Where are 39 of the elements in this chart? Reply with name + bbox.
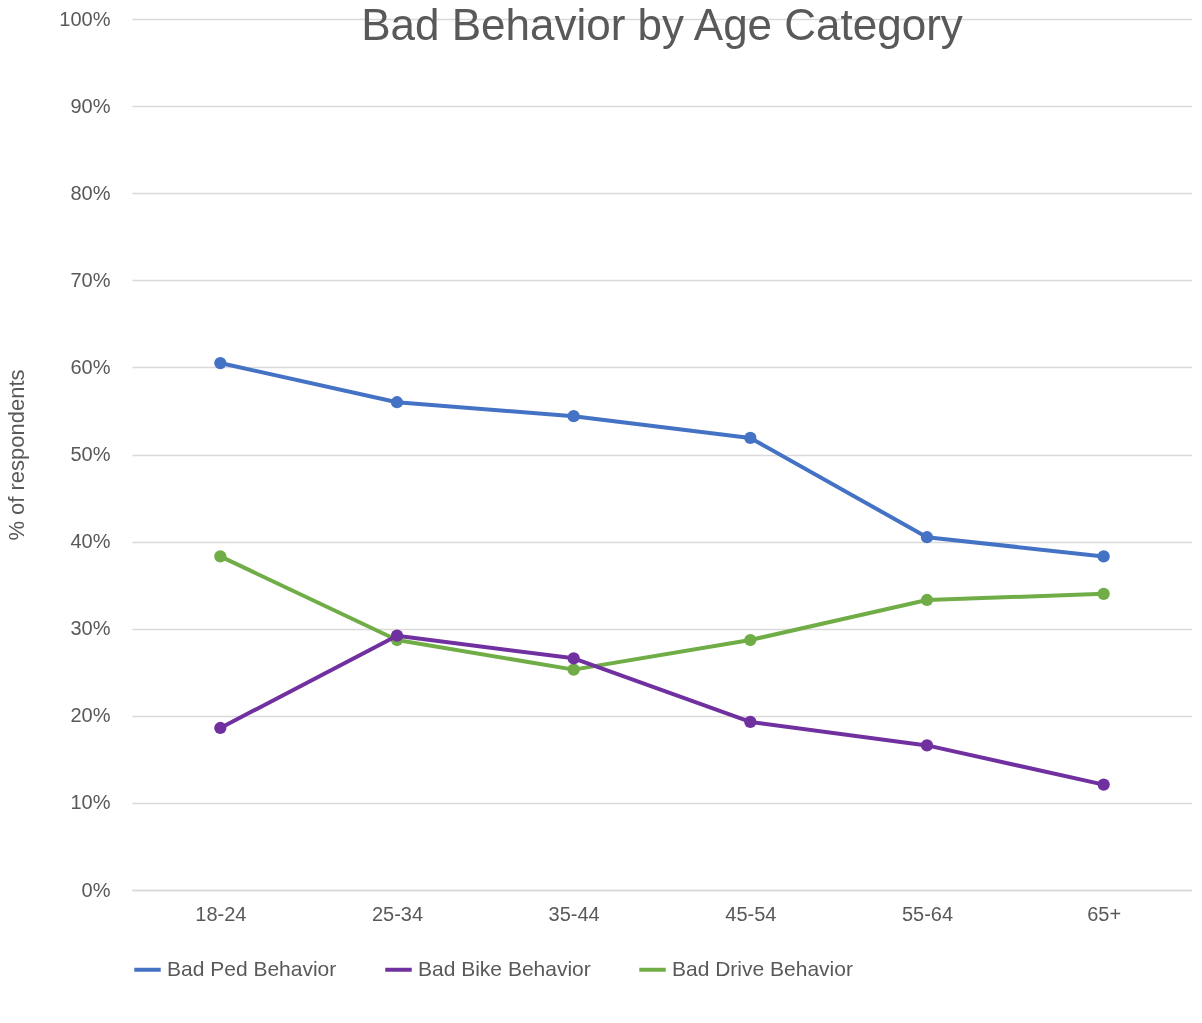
- point: [214, 550, 227, 563]
- point: [214, 721, 227, 735]
- x-tick-label: 65+: [1087, 902, 1122, 925]
- point: [744, 431, 757, 445]
- y-tick-label: 60%: [70, 355, 111, 378]
- y-tick-label: 0%: [81, 878, 111, 901]
- point: [920, 739, 934, 752]
- y-tick-label: 80%: [70, 181, 111, 204]
- y-tick-label: 20%: [70, 704, 111, 727]
- point: [744, 633, 757, 647]
- point: [744, 715, 757, 729]
- x-tick-label: 45-54: [725, 902, 777, 925]
- point: [567, 652, 580, 665]
- y-tick-label: 100%: [59, 7, 111, 30]
- y-tick-label: 10%: [70, 791, 111, 814]
- point: [920, 593, 934, 607]
- point: [214, 356, 227, 370]
- point: [1097, 587, 1110, 600]
- y-tick-label: 70%: [70, 268, 111, 291]
- point: [390, 396, 404, 409]
- legend-label: Bad Bike Behavior: [418, 956, 591, 980]
- point: [567, 663, 580, 676]
- point: [1097, 778, 1110, 791]
- y-tick-label: 30%: [70, 617, 111, 640]
- y-tick-label: 90%: [70, 94, 111, 117]
- x-tick-label: 35-44: [548, 902, 600, 925]
- point: [1097, 550, 1110, 563]
- x-tick-label: 18-24: [195, 902, 247, 925]
- y-axis-title: % of respondents: [4, 369, 30, 541]
- y-tick-label: 40%: [70, 530, 111, 553]
- legend-label: Bad Drive Behavior: [672, 956, 853, 980]
- y-tick-label: 50%: [70, 443, 111, 465]
- point: [567, 410, 580, 423]
- legend-label: Bad Ped Behavior: [167, 956, 337, 980]
- x-tick-label: 55-64: [901, 902, 954, 925]
- x-tick-label: 25-34: [371, 902, 424, 925]
- point: [920, 531, 934, 544]
- chart-title: Bad Behavior by Age Category: [361, 0, 963, 49]
- point: [390, 629, 404, 642]
